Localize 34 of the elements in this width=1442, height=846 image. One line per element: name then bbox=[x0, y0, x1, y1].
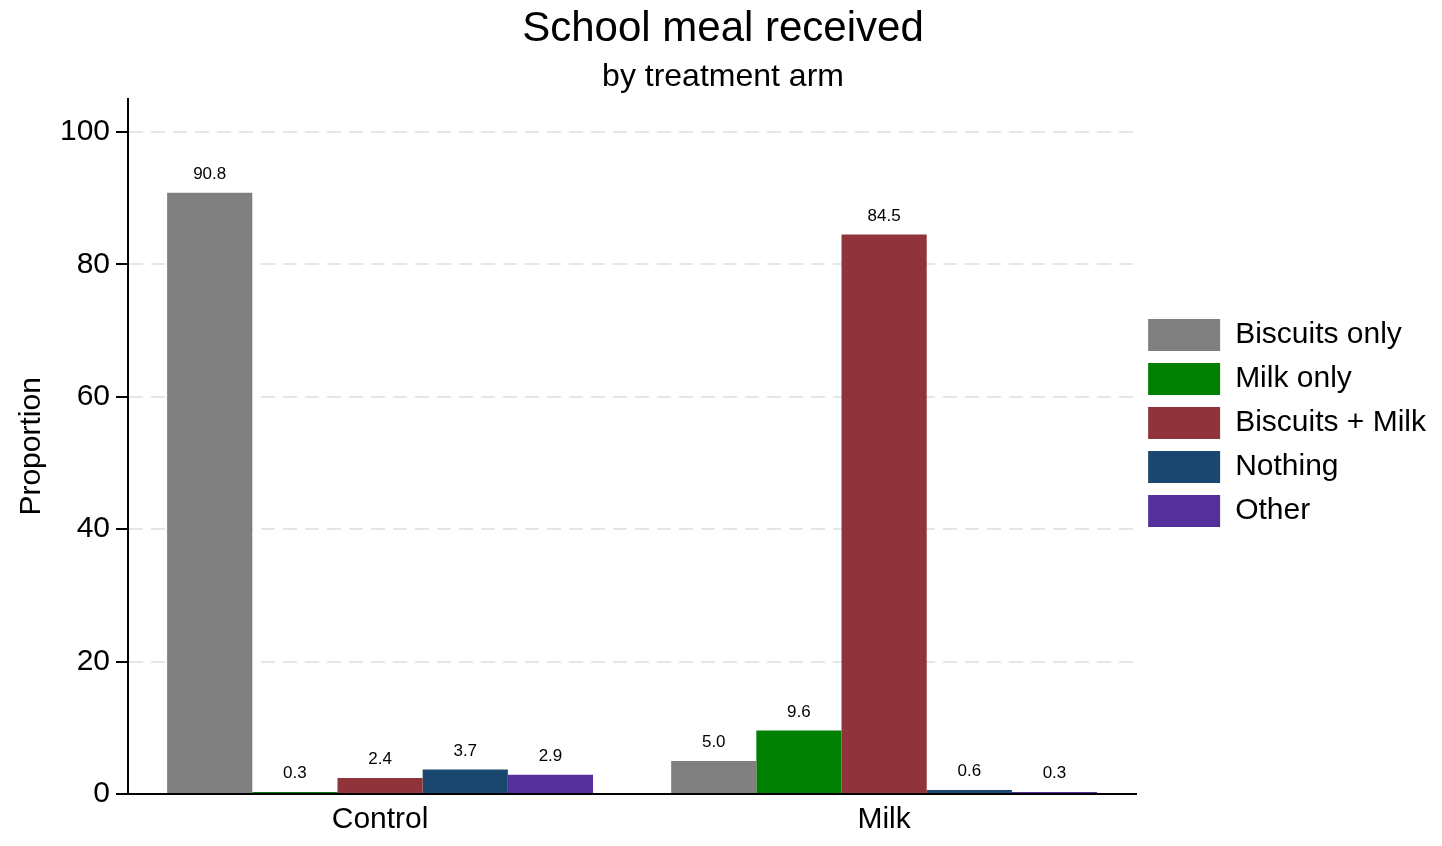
bar bbox=[337, 778, 423, 793]
legend-label: Milk only bbox=[1235, 360, 1352, 394]
y-tick-label: 80 bbox=[76, 245, 111, 279]
data-label: 0.3 bbox=[1042, 763, 1067, 783]
data-label: 84.5 bbox=[867, 205, 901, 225]
y-axis-title: Proportion bbox=[13, 377, 47, 516]
chart-subtitle: by treatment arm bbox=[602, 57, 844, 94]
bar bbox=[841, 234, 927, 793]
data-label: 0.3 bbox=[283, 763, 307, 783]
bar bbox=[167, 192, 253, 793]
chart-title: School meal received bbox=[522, 2, 924, 50]
bar bbox=[422, 769, 508, 793]
x-tick-label: Control bbox=[331, 801, 429, 835]
y-tick-label: 100 bbox=[59, 113, 111, 147]
data-label: 2.4 bbox=[368, 749, 392, 769]
x-tick-label: Milk bbox=[857, 801, 912, 835]
legend-label: Other bbox=[1235, 492, 1311, 526]
data-label: 5.0 bbox=[701, 732, 726, 752]
data-label: 0.6 bbox=[957, 761, 982, 781]
bar bbox=[926, 790, 1012, 793]
data-label: 3.7 bbox=[453, 740, 478, 760]
bar bbox=[671, 760, 757, 793]
legend-label: Biscuits + Milk bbox=[1235, 404, 1427, 438]
data-label: 9.6 bbox=[787, 701, 811, 721]
data-label: 2.9 bbox=[538, 745, 563, 765]
legend-label: Biscuits only bbox=[1235, 316, 1402, 350]
legend-label: Nothing bbox=[1235, 448, 1339, 482]
y-tick-label: 40 bbox=[76, 510, 111, 544]
data-label: 90.8 bbox=[193, 164, 227, 184]
y-tick-label: 0 bbox=[93, 775, 111, 809]
y-tick-label: 20 bbox=[76, 642, 111, 676]
bar bbox=[507, 774, 594, 793]
y-tick-label: 60 bbox=[76, 378, 111, 412]
bar bbox=[756, 730, 842, 793]
